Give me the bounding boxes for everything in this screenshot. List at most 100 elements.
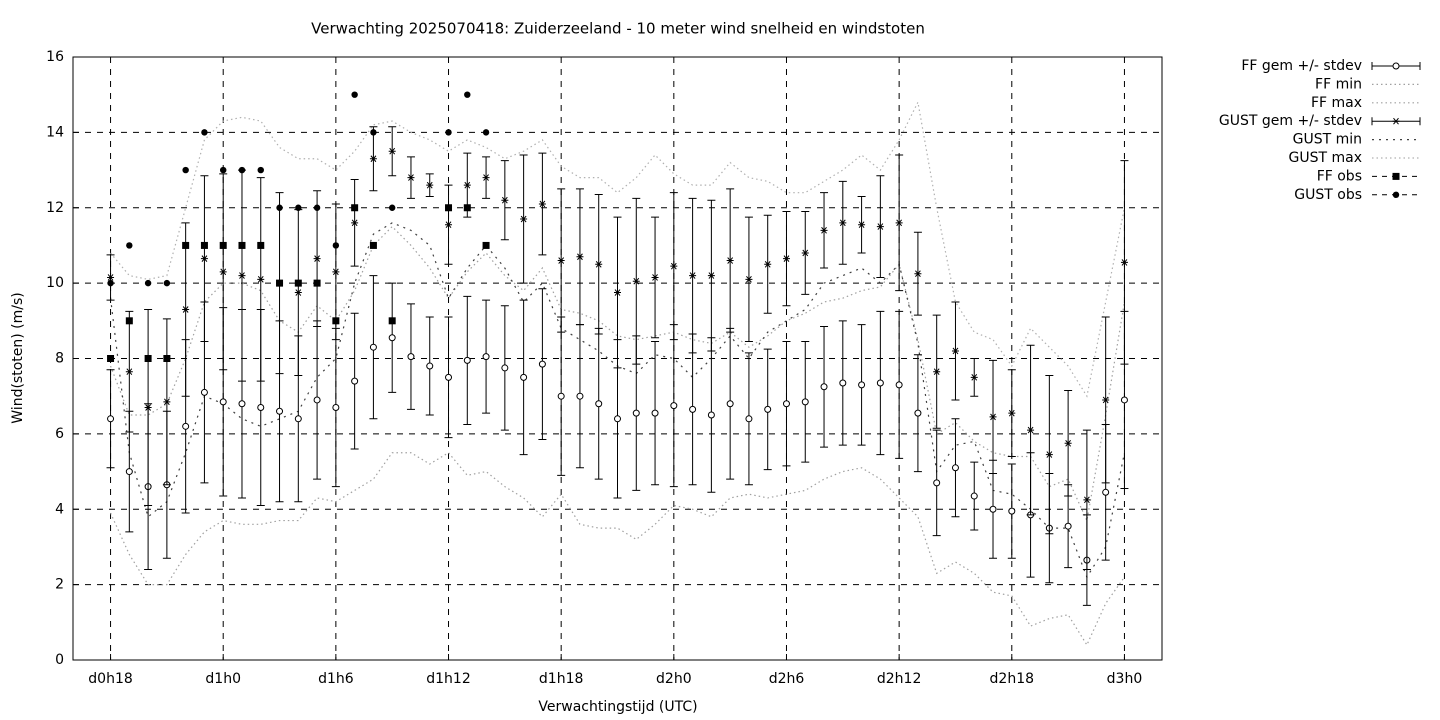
data-point [238, 241, 246, 249]
data-point [707, 411, 715, 419]
x-tick-label: d1h0 [205, 671, 241, 687]
data-point [651, 409, 659, 417]
data-point [933, 479, 941, 487]
data-point [1102, 488, 1110, 496]
data-point [201, 129, 208, 136]
legend-label: FF min [1315, 76, 1362, 92]
data-point [388, 334, 396, 342]
data-point [482, 241, 490, 249]
data-point [257, 403, 265, 411]
y-tick-label: 10 [46, 275, 64, 291]
data-point [257, 241, 265, 249]
data-point [238, 272, 246, 279]
data-point [764, 405, 772, 413]
legend-label: GUST gem +/- stdev [1219, 113, 1362, 129]
data-point [689, 272, 697, 279]
data-point [144, 404, 152, 411]
data-point [200, 241, 208, 249]
x-tick-label: d1h6 [318, 671, 354, 687]
data-point [388, 147, 396, 155]
data-point [220, 166, 227, 174]
data-point [670, 262, 678, 270]
data-point [182, 422, 190, 430]
data-point [482, 129, 490, 136]
data-point [294, 289, 302, 296]
data-point [463, 181, 471, 189]
chart-title: Verwachting 2025070418: Zuiderzeeland - … [311, 20, 925, 38]
data-point [125, 368, 133, 376]
x-tick-label: d3h0 [1107, 671, 1143, 687]
data-point [276, 407, 284, 415]
data-point [257, 166, 264, 174]
data-point [614, 415, 621, 423]
data-point [1120, 259, 1128, 266]
data-point [182, 241, 190, 249]
data-point [107, 355, 115, 362]
data-point [820, 383, 828, 391]
data-point [407, 353, 415, 361]
data-point [745, 415, 753, 423]
data-point [388, 204, 396, 211]
data-point [313, 396, 321, 404]
data-point [557, 257, 565, 264]
data-point [782, 400, 790, 408]
data-point [107, 415, 115, 423]
data-point [1120, 396, 1128, 404]
data-point [445, 204, 453, 212]
data-point [107, 274, 115, 281]
data-point [764, 260, 772, 268]
data-point [445, 129, 452, 136]
y-tick-label: 12 [46, 200, 64, 216]
data-point [482, 353, 490, 361]
data-point [295, 204, 302, 211]
data-point [369, 343, 377, 351]
data-point [520, 373, 528, 381]
data-point [538, 200, 546, 208]
data-point [970, 374, 978, 381]
data-point [670, 402, 678, 410]
data-point [332, 317, 340, 325]
data-point [351, 219, 359, 227]
data-point [726, 400, 734, 408]
y-tick-label: 8 [55, 351, 64, 367]
y-axis-label: Wind(stoten) (m/s) [10, 292, 26, 423]
data-point [464, 91, 471, 98]
legend-label: GUST obs [1294, 187, 1362, 203]
data-point [351, 204, 359, 212]
data-point [632, 277, 640, 285]
data-point [895, 381, 903, 389]
data-point [163, 398, 171, 406]
data-point [1027, 426, 1035, 434]
data-point [1064, 439, 1072, 447]
data-point [745, 276, 753, 283]
data-point [238, 400, 246, 408]
legend-label: FF obs [1317, 168, 1362, 184]
data-point [839, 219, 847, 227]
data-point [614, 289, 621, 296]
data-point [463, 204, 471, 212]
data-point [782, 255, 790, 262]
x-tick-label: d1h12 [426, 671, 470, 687]
data-point [858, 381, 866, 389]
data-point [726, 257, 734, 264]
data-point [595, 400, 603, 408]
x-axis-label: Verwachtingstijd (UTC) [538, 699, 697, 715]
legend-marker [1392, 62, 1400, 70]
data-point [557, 392, 565, 400]
data-point [876, 223, 884, 230]
data-point [351, 91, 358, 98]
data-point [107, 279, 114, 287]
data-point [520, 215, 528, 223]
data-point [144, 355, 152, 362]
data-point [144, 279, 152, 287]
legend-label: FF gem +/- stdev [1241, 58, 1362, 74]
data-point [876, 379, 884, 387]
data-point [313, 204, 321, 211]
x-tick-label: d1h18 [539, 671, 583, 687]
legend-label: GUST max [1289, 150, 1363, 166]
data-point [801, 249, 809, 257]
x-tick-label: d2h12 [877, 671, 921, 687]
data-point [632, 409, 640, 417]
data-point [182, 306, 190, 313]
